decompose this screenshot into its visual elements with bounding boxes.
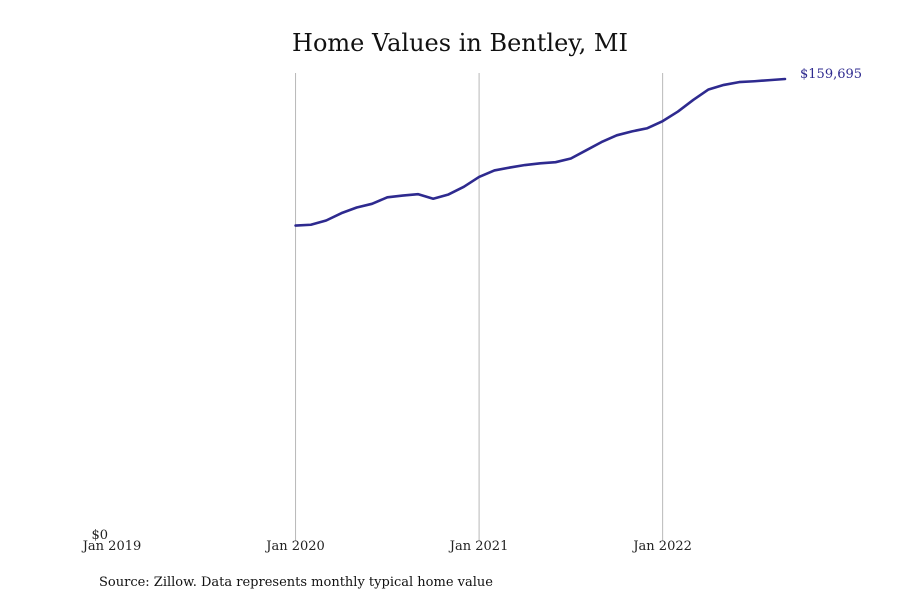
x-tick-label: Jan 2020 (264, 539, 325, 554)
home-value-line (294, 77, 787, 227)
axis-labels: Jan 2019 Jan 2020 Jan 2021 Jan 2022 $0 (81, 528, 692, 554)
x-tick-label: Jan 2022 (631, 539, 692, 554)
vertical-gridlines (295, 73, 664, 541)
chart-title: Home Values in Bentley, MI (292, 29, 628, 57)
x-tick-label: Jan 2019 (81, 539, 142, 554)
source-note: Source: Zillow. Data represents monthly … (99, 575, 493, 590)
y-tick-label: $0 (91, 528, 108, 543)
end-value-label: $159,695 (800, 67, 862, 82)
x-tick-label: Jan 2021 (448, 539, 509, 554)
series-layer: $159,695 (294, 67, 862, 227)
